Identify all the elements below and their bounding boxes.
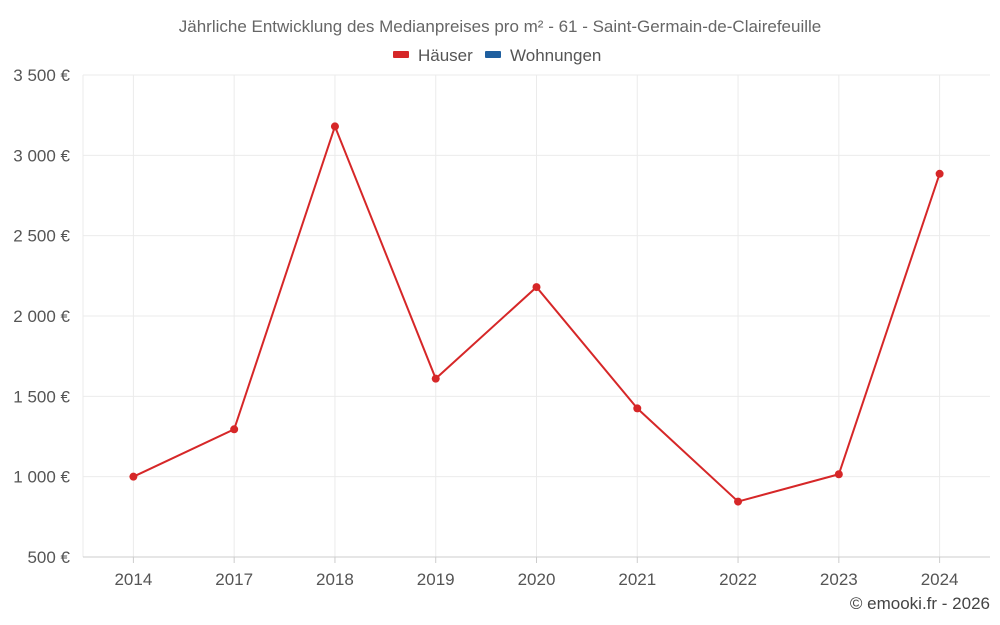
legend-label-haeuser[interactable]: Häuser <box>418 46 473 65</box>
x-tick-label: 2021 <box>618 570 656 589</box>
data-point-haeuser-2017[interactable] <box>230 425 239 434</box>
y-axis: 500 € 1 000 € 1 500 € 2 000 € 2 500 € 3 000 €… <box>13 66 70 567</box>
x-tick-label: 2020 <box>518 570 556 589</box>
y-tick-label: 500 € <box>27 548 70 567</box>
y-tick-label: 1 000 € <box>13 468 70 487</box>
x-tick-label: 2019 <box>417 570 455 589</box>
x-axis: 2014 2017 2018 2019 2020 2021 2022 2023 2024 <box>83 556 990 589</box>
y-tick-label: 2 000 € <box>13 307 70 326</box>
x-tick-label: 2022 <box>719 570 757 589</box>
x-tick-label: 2023 <box>820 570 858 589</box>
grid <box>82 74 990 557</box>
y-tick-label: 3 000 € <box>13 146 70 165</box>
credit-text: © emooki.fr - 2026 <box>850 594 990 613</box>
x-tick-label: 2018 <box>316 570 354 589</box>
data-point-haeuser-2022[interactable] <box>734 497 743 506</box>
y-tick-label: 3 500 € <box>13 66 70 85</box>
legend-swatch-wohnungen[interactable] <box>485 51 501 58</box>
y-tick-label: 1 500 € <box>13 387 70 406</box>
legend: Häuser Wohnungen <box>393 46 601 65</box>
legend-swatch-haeuser[interactable] <box>393 51 409 58</box>
data-point-haeuser-2019[interactable] <box>431 374 440 383</box>
x-tick-label: 2017 <box>215 570 253 589</box>
data-point-haeuser-2018[interactable] <box>330 122 339 131</box>
data-point-haeuser-2020[interactable] <box>532 283 541 292</box>
x-tick-label: 2024 <box>921 570 959 589</box>
x-tick-label: 2014 <box>114 570 152 589</box>
chart-title: Jährliche Entwicklung des Medianpreises … <box>179 17 822 36</box>
data-point-haeuser-2024[interactable] <box>935 169 944 178</box>
legend-label-wohnungen[interactable]: Wohnungen <box>510 46 601 65</box>
data-point-haeuser-2023[interactable] <box>834 470 843 479</box>
series <box>129 122 944 506</box>
data-point-haeuser-2021[interactable] <box>633 404 642 413</box>
data-point-haeuser-2014[interactable] <box>129 472 138 481</box>
y-tick-label: 2 500 € <box>13 227 70 246</box>
